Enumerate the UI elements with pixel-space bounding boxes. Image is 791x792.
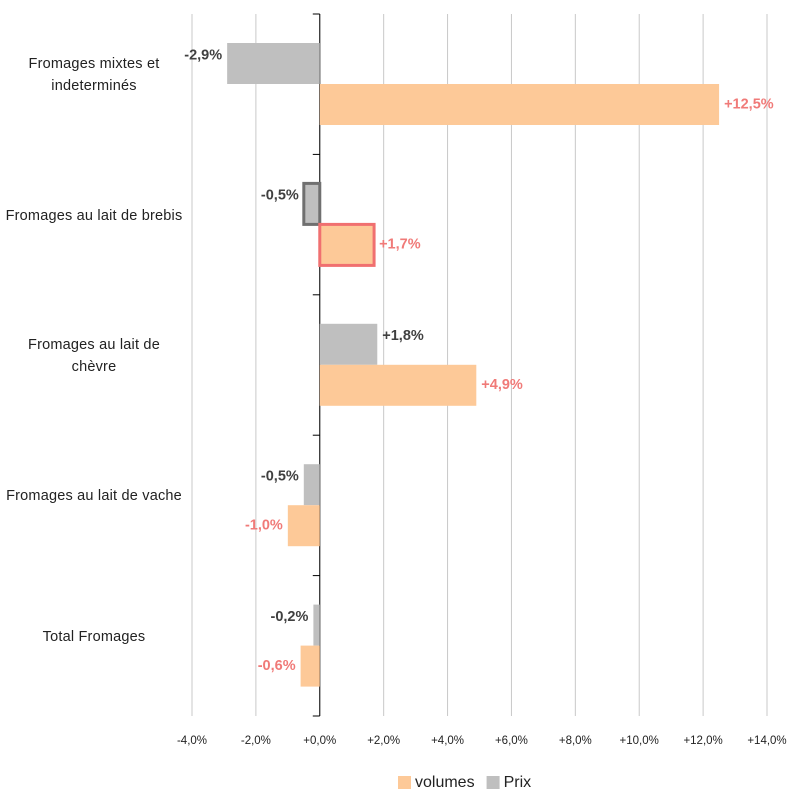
x-tick-label: +10,0% xyxy=(620,735,659,747)
bar xyxy=(319,84,720,125)
x-tick-label: +12,0% xyxy=(683,735,722,747)
legend-swatch xyxy=(398,776,411,789)
data-label: -0,5% xyxy=(261,188,299,204)
x-tick-label: -2,0% xyxy=(241,735,271,747)
x-tick-label: +6,0% xyxy=(495,735,528,747)
x-tick-label: +0,0% xyxy=(303,735,336,747)
legend-label: volumes xyxy=(415,774,475,791)
data-label: -0,6% xyxy=(258,658,296,674)
data-label: +1,7% xyxy=(379,237,421,253)
legend-label: Prix xyxy=(504,774,532,791)
data-label: +1,8% xyxy=(382,328,424,344)
category-label: Total Fromages xyxy=(42,628,146,645)
bar xyxy=(227,43,320,84)
data-label: -0,5% xyxy=(261,469,299,485)
category-label: Fromages mixtes et indeterminés xyxy=(28,56,160,95)
category-label: Fromages au lait de brebis xyxy=(5,207,183,224)
x-tick-label: +2,0% xyxy=(367,735,400,747)
data-label: +12,5% xyxy=(724,96,774,112)
x-tick-label: +14,0% xyxy=(747,735,786,747)
legend-swatch xyxy=(486,776,500,789)
x-tick-label: +4,0% xyxy=(431,735,464,747)
bar xyxy=(303,464,320,506)
data-label: -0,2% xyxy=(270,609,308,625)
category-label: Fromages au lait de chèvre xyxy=(28,337,160,375)
data-label: -1,0% xyxy=(245,518,283,534)
data-label: -2,9% xyxy=(184,47,222,63)
x-tick-label: +8,0% xyxy=(559,735,592,747)
bar xyxy=(302,181,322,226)
bar xyxy=(319,364,477,406)
bar xyxy=(300,645,320,687)
x-tick-label: -4,0% xyxy=(177,735,207,747)
bar xyxy=(318,222,376,267)
bar xyxy=(319,323,378,365)
category-label: Fromages au lait de vache xyxy=(6,488,182,505)
bar xyxy=(313,604,320,646)
bar xyxy=(287,505,320,547)
data-label: +4,9% xyxy=(481,377,523,393)
